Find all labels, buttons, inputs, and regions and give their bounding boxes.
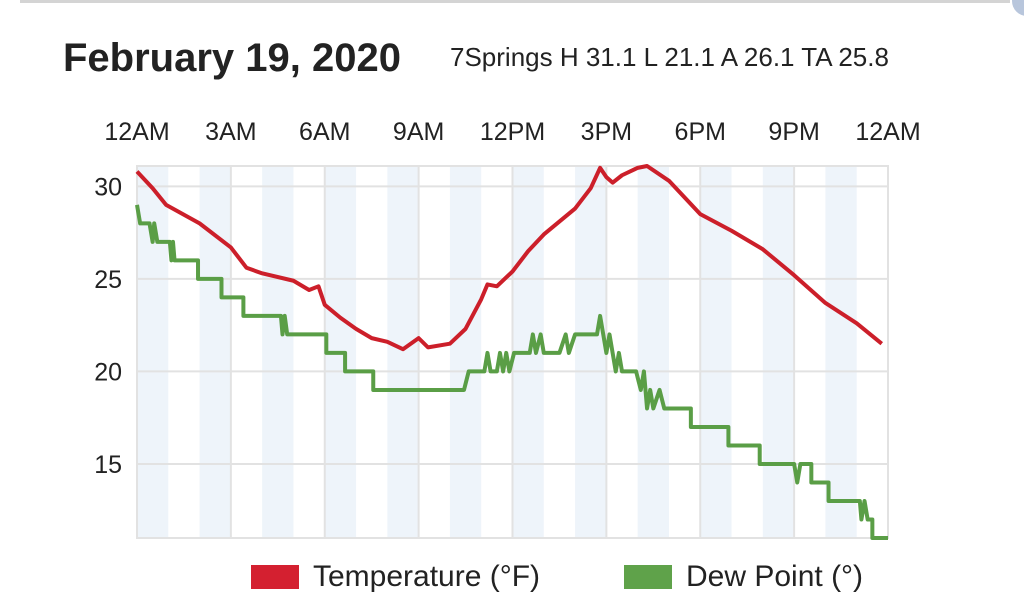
legend-label-temperature: Temperature (°F) — [313, 560, 541, 593]
hour-band — [387, 166, 419, 538]
legend-item-dewpoint[interactable]: Dew Point (°) — [624, 560, 863, 594]
plot-border — [136, 165, 889, 539]
x-tick-label: 3AM — [205, 118, 256, 146]
chart-title: February 19, 2020 — [63, 36, 401, 80]
dewpoint-swatch — [624, 565, 672, 589]
x-tick-label: 9AM — [393, 118, 444, 146]
hour-band — [199, 166, 231, 538]
x-tick-label: 12AM — [104, 118, 169, 146]
y-tick-label: 25 — [94, 266, 122, 294]
hour-band — [762, 166, 795, 538]
legend-label-dewpoint: Dew Point (°) — [686, 560, 864, 593]
x-tick-label: 9PM — [768, 118, 819, 146]
y-tick-label: 30 — [94, 173, 122, 201]
hour-band — [449, 166, 482, 538]
hour-band — [637, 166, 669, 538]
temperature-swatch — [251, 565, 299, 589]
x-tick-label: 12AM — [855, 118, 920, 146]
hour-band — [262, 166, 294, 538]
x-tick-label: 6AM — [299, 118, 350, 146]
dewpoint-line — [135, 204, 888, 540]
chart-subtitle: 7Springs H 31.1 L 21.1 A 26.1 TA 25.8 — [450, 42, 889, 72]
legend-item-temperature[interactable]: Temperature (°F) — [251, 560, 540, 594]
top-divider — [20, 0, 1010, 3]
y-tick-label: 15 — [94, 451, 122, 479]
temperature-line — [135, 164, 884, 352]
x-tick-label: 6PM — [675, 118, 726, 146]
x-tick-label: 3PM — [581, 118, 632, 146]
hour-band — [825, 166, 857, 538]
hour-band — [575, 166, 607, 538]
y-tick-label: 20 — [94, 358, 122, 386]
x-tick-label: 12PM — [480, 118, 545, 146]
